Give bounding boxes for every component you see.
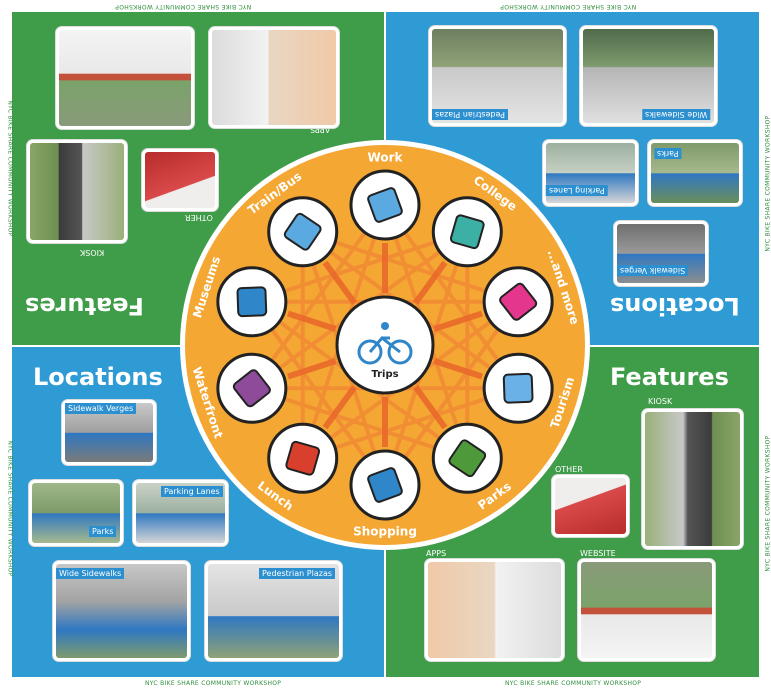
tourism-icon [502, 372, 534, 404]
card-photo-top [142, 149, 218, 211]
hub-spokes [287, 243, 483, 447]
apps-photo-top [209, 27, 339, 128]
lunch-icon [285, 440, 321, 476]
destination-label: Shopping [353, 525, 417, 539]
photo-pedestrian-plazas-bottom: Pedestrian Plazas [205, 561, 342, 661]
work-icon [367, 187, 403, 223]
photo-wide-sidewalks-bottom: Wide Sidewalks [53, 561, 190, 661]
photo-parks-bottom: Parks [29, 480, 123, 546]
website-photo-bottom [578, 559, 715, 661]
title-locations-bottom: Locations [33, 363, 163, 391]
museums-icon [236, 286, 268, 318]
photo-wide-sidewalks-top: Wide Sidewalks [580, 26, 717, 126]
photo-parking-lanes-bottom: Parking Lanes [133, 480, 228, 546]
waterfront-icon [232, 369, 271, 408]
caption-wide-sidewalks-bottom: Wide Sidewalks [56, 568, 125, 579]
destination-node: Work [349, 151, 421, 241]
photo-parking-lanes-top: Parking Lanes [543, 140, 638, 206]
label-apps-bottom: APPS [426, 549, 447, 558]
shopping-icon [367, 467, 403, 503]
parks-icon [448, 439, 487, 478]
label-kiosk-bottom: KIOSK [648, 397, 673, 406]
kiosk-photo-top [27, 140, 127, 243]
photo-sidewalk-verges-bottom: Sidewalk Verges [62, 400, 156, 465]
caption-pedestrian-plazas-bottom: Pedestrian Plazas [259, 568, 336, 579]
caption-parking-lanes-bottom: Parking Lanes [161, 486, 223, 497]
label-other-bottom: OTHER [555, 465, 583, 474]
college-icon [449, 214, 485, 250]
card-photo-bottom [552, 475, 629, 537]
center-hub: Trips [335, 295, 435, 395]
edge-text-bottom-left: NYC BIKE SHARE COMMUNITY WORKSHOP [145, 680, 282, 687]
apps-photo-bottom [425, 559, 564, 661]
bicycle-icon [357, 335, 413, 365]
website-photo-top [56, 27, 194, 129]
photo-pedestrian-plazas-top: Pedestrian Plazas [429, 26, 566, 126]
destination-node: Shopping [349, 449, 421, 539]
destination-label: Work [368, 151, 404, 165]
destination-node: Museums [190, 254, 288, 338]
photo-sidewalk-verges-top: Sidewalk Verges [614, 221, 708, 286]
caption-sidewalk-verges-bottom: Sidewalk Verges [65, 403, 137, 414]
and-more-icon [499, 282, 538, 321]
train-bus-icon [283, 212, 322, 251]
photo-parks-top: Parks [648, 140, 742, 206]
caption-parks-bottom: Parks [89, 526, 117, 537]
center-label: Trips [371, 369, 398, 380]
title-features-bottom: Features [610, 363, 729, 391]
kiosk-photo-bottom [642, 409, 743, 549]
label-website-bottom: WEBSITE [580, 549, 616, 558]
edge-text-bottom-right: NYC BIKE SHARE COMMUNITY WORKSHOP [505, 680, 642, 687]
